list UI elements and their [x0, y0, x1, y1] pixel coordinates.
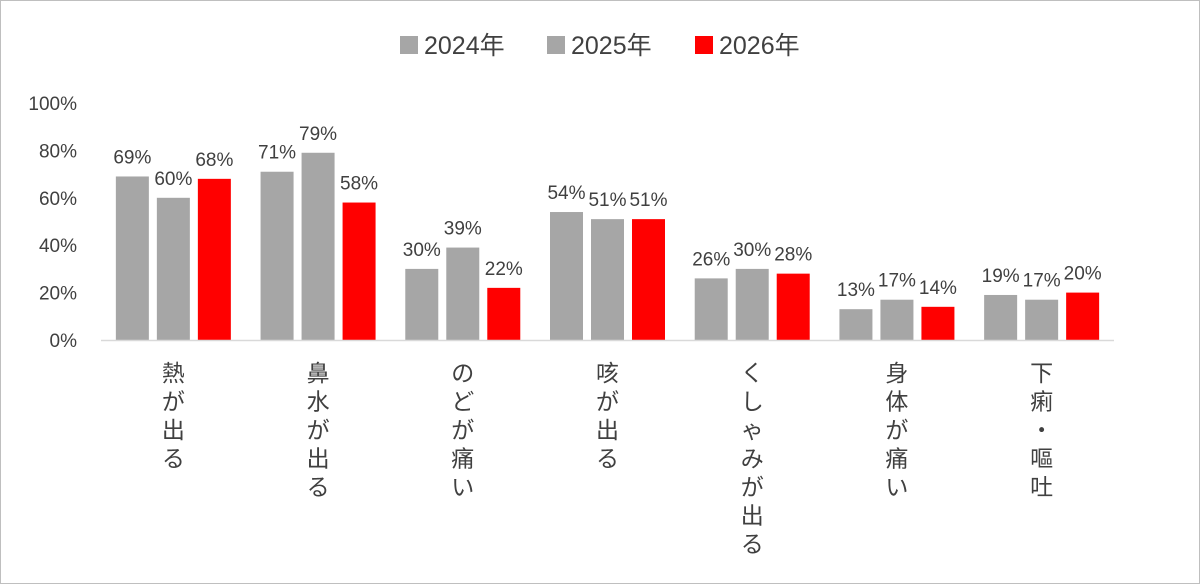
data-label: 58% [340, 174, 378, 195]
bar [342, 202, 376, 340]
bar [984, 294, 1018, 340]
bar [405, 268, 439, 340]
legend-label-1: 2024年 [424, 32, 505, 60]
data-label: 51% [629, 190, 667, 211]
data-label: 54% [547, 183, 585, 204]
bar [156, 197, 190, 340]
bar [550, 212, 583, 340]
data-label: 30% [733, 240, 771, 261]
bar [735, 268, 769, 340]
data-label: 30% [403, 240, 441, 261]
category-label: 鼻水が出る [307, 361, 330, 501]
bars [115, 152, 1100, 340]
y-tick-label: 40% [39, 236, 77, 257]
data-label: 39% [444, 219, 482, 240]
bar [694, 278, 728, 340]
data-label: 60% [154, 169, 192, 190]
legend-label-2: 2025年 [571, 32, 652, 60]
bar [591, 219, 624, 340]
data-label: 26% [692, 249, 730, 270]
category-label: のどが痛い [451, 361, 474, 501]
bar [921, 306, 955, 340]
data-label: 28% [774, 245, 812, 266]
data-label: 79% [299, 124, 337, 145]
category-label: 身体が痛い [885, 361, 908, 501]
category-label: くしゃみが出る [741, 361, 764, 558]
data-label: 51% [588, 190, 626, 211]
bar [487, 287, 521, 340]
bar [446, 247, 480, 340]
data-label: 19% [982, 266, 1020, 287]
data-labels: 69%60%68% 71%79%58%30%39%22%54% 51% 51%26% 3… [113, 124, 1101, 301]
y-tick-label: 80% [39, 141, 77, 162]
category-label: 咳が出る [596, 361, 619, 473]
data-label: 20% [1064, 264, 1102, 285]
bar [776, 273, 810, 340]
category-label: 下痢・嘔吐 [1030, 361, 1053, 501]
data-label: 13% [837, 280, 875, 301]
data-label: 17% [878, 271, 916, 292]
bar [880, 299, 914, 340]
y-tick-label: 100% [28, 94, 77, 115]
data-label: 17% [1023, 271, 1061, 292]
y-tick-label: 20% [39, 284, 77, 305]
data-label: 71% [258, 143, 296, 164]
bar [839, 309, 873, 340]
legend-swatch-2 [547, 36, 565, 54]
legend-label-3: 2026年 [719, 32, 800, 60]
category-labels: 熱が出る 鼻水が出る のどが痛い 咳が出る くしゃみが出る 身体が痛い 下痢・嘔吐 [162, 361, 1053, 558]
bar [197, 178, 231, 340]
bar [301, 152, 335, 340]
data-label: 68% [195, 150, 233, 171]
data-label: 22% [485, 259, 523, 280]
category-label: 熱が出る [162, 361, 185, 473]
y-tick-label: 0% [50, 331, 78, 352]
bar [632, 219, 665, 340]
bar [115, 176, 149, 340]
bar [260, 171, 294, 340]
bar [1025, 299, 1059, 340]
y-tick-label: 60% [39, 189, 77, 210]
legend-swatch-3 [695, 36, 713, 54]
y-axis: 0% 20% 40% 60% 80% 100% [28, 94, 77, 352]
data-label: 14% [919, 278, 957, 299]
bar [1066, 292, 1100, 340]
data-label: 69% [113, 147, 151, 168]
legend-swatch-1 [400, 36, 418, 54]
legend: 2024年 2025年 2026年 [400, 32, 800, 60]
